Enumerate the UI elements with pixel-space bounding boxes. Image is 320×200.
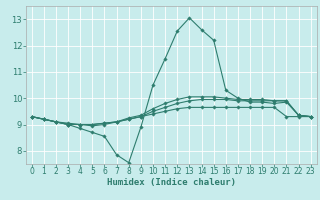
X-axis label: Humidex (Indice chaleur): Humidex (Indice chaleur) (107, 178, 236, 187)
